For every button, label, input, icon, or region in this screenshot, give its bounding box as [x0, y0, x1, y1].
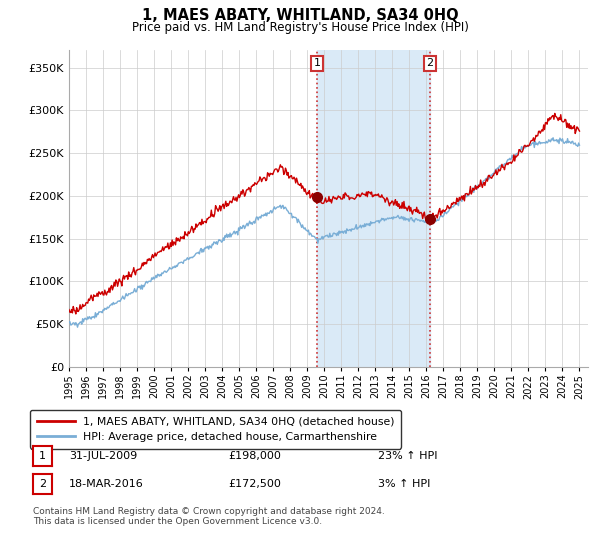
- Text: 1: 1: [39, 451, 46, 461]
- Text: 2: 2: [39, 479, 46, 489]
- Legend: 1, MAES ABATY, WHITLAND, SA34 0HQ (detached house), HPI: Average price, detached: 1, MAES ABATY, WHITLAND, SA34 0HQ (detac…: [31, 410, 401, 449]
- Text: Contains HM Land Registry data © Crown copyright and database right 2024.
This d: Contains HM Land Registry data © Crown c…: [33, 507, 385, 526]
- Text: 23% ↑ HPI: 23% ↑ HPI: [378, 451, 437, 461]
- Text: £198,000: £198,000: [228, 451, 281, 461]
- Text: 1: 1: [314, 58, 320, 68]
- Bar: [317, 50, 430, 367]
- Text: £172,500: £172,500: [228, 479, 281, 489]
- Text: 18-MAR-2016: 18-MAR-2016: [69, 479, 144, 489]
- Text: 31-JUL-2009: 31-JUL-2009: [69, 451, 137, 461]
- Text: 3% ↑ HPI: 3% ↑ HPI: [378, 479, 430, 489]
- Text: Price paid vs. HM Land Registry's House Price Index (HPI): Price paid vs. HM Land Registry's House …: [131, 21, 469, 34]
- Text: 2: 2: [427, 58, 433, 68]
- Text: 1, MAES ABATY, WHITLAND, SA34 0HQ: 1, MAES ABATY, WHITLAND, SA34 0HQ: [142, 8, 458, 24]
